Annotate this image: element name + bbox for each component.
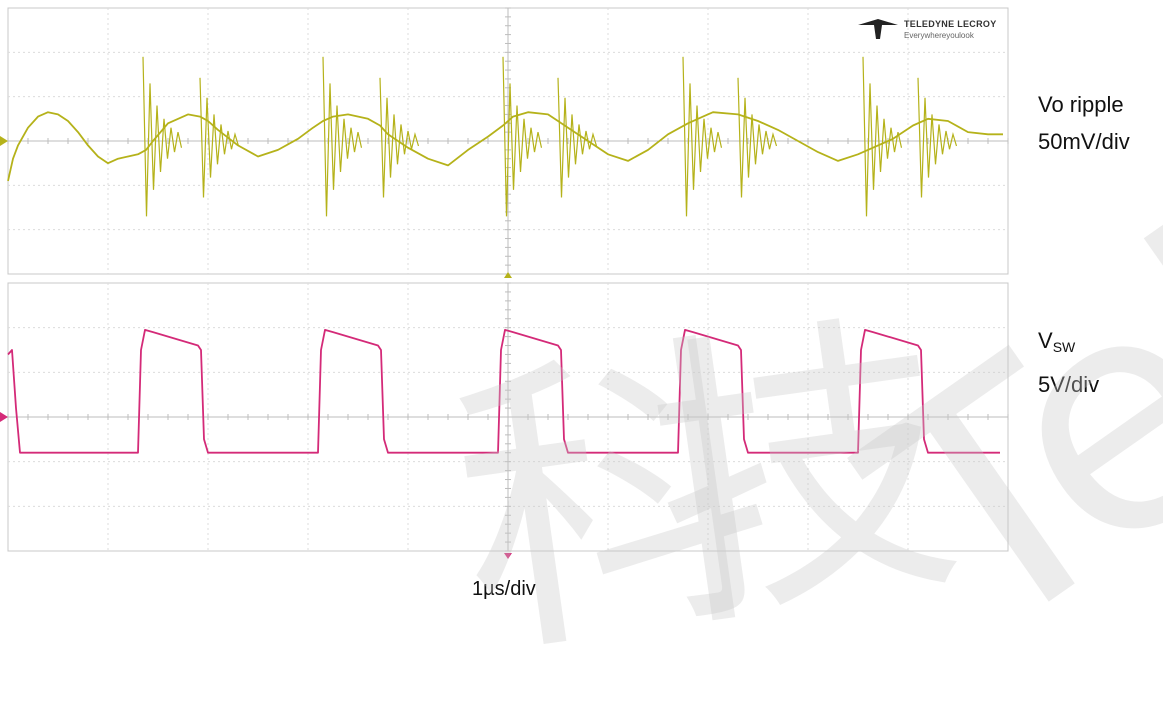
ringing-spike [682,56,723,217]
brand-tagline: Everywhereyoulook [904,31,974,40]
time-scale-label: 1µs/div [472,578,536,600]
waveform-trace [7,111,1003,182]
ringing-spike [322,56,363,217]
teledyne-bird-icon [858,19,898,39]
trigger-marker-bottom [504,553,512,559]
vo-ripple-panel [0,7,1009,278]
vo-ripple-name: Vo ripple [1038,92,1124,117]
trigger-marker-top [504,272,512,278]
ringing-spike [199,77,240,198]
ringing-spike [737,77,778,198]
oscilloscope-screen [0,7,1009,559]
vo-ripple-label: Vo ripple 50mV/div [1038,86,1130,160]
vsw-name-sub: SW [1052,339,1076,355]
ringing-spike [379,77,420,198]
ringing-spike [142,56,183,217]
vsw-panel [0,282,1009,559]
ringing-spike [862,56,903,217]
waveform-trace [7,329,1000,454]
vsw-name: VSW [1038,322,1099,366]
vsw-scale: 5V/div [1038,372,1100,397]
vsw-name-main: V [1038,328,1053,353]
channel-marker [0,412,8,422]
vo-ripple-scale: 50mV/div [1038,129,1130,154]
vsw-label: VSW 5V/div [1038,322,1099,403]
brand-name: TELEDYNE LECROY [904,19,997,29]
channel-marker [0,136,8,146]
teledyne-lecroy-logo: TELEDYNE LECROY Everywhereyoulook [858,17,1008,47]
ringing-spike [917,77,958,198]
ringing-spike [502,56,543,217]
ringing-spike [557,77,598,198]
